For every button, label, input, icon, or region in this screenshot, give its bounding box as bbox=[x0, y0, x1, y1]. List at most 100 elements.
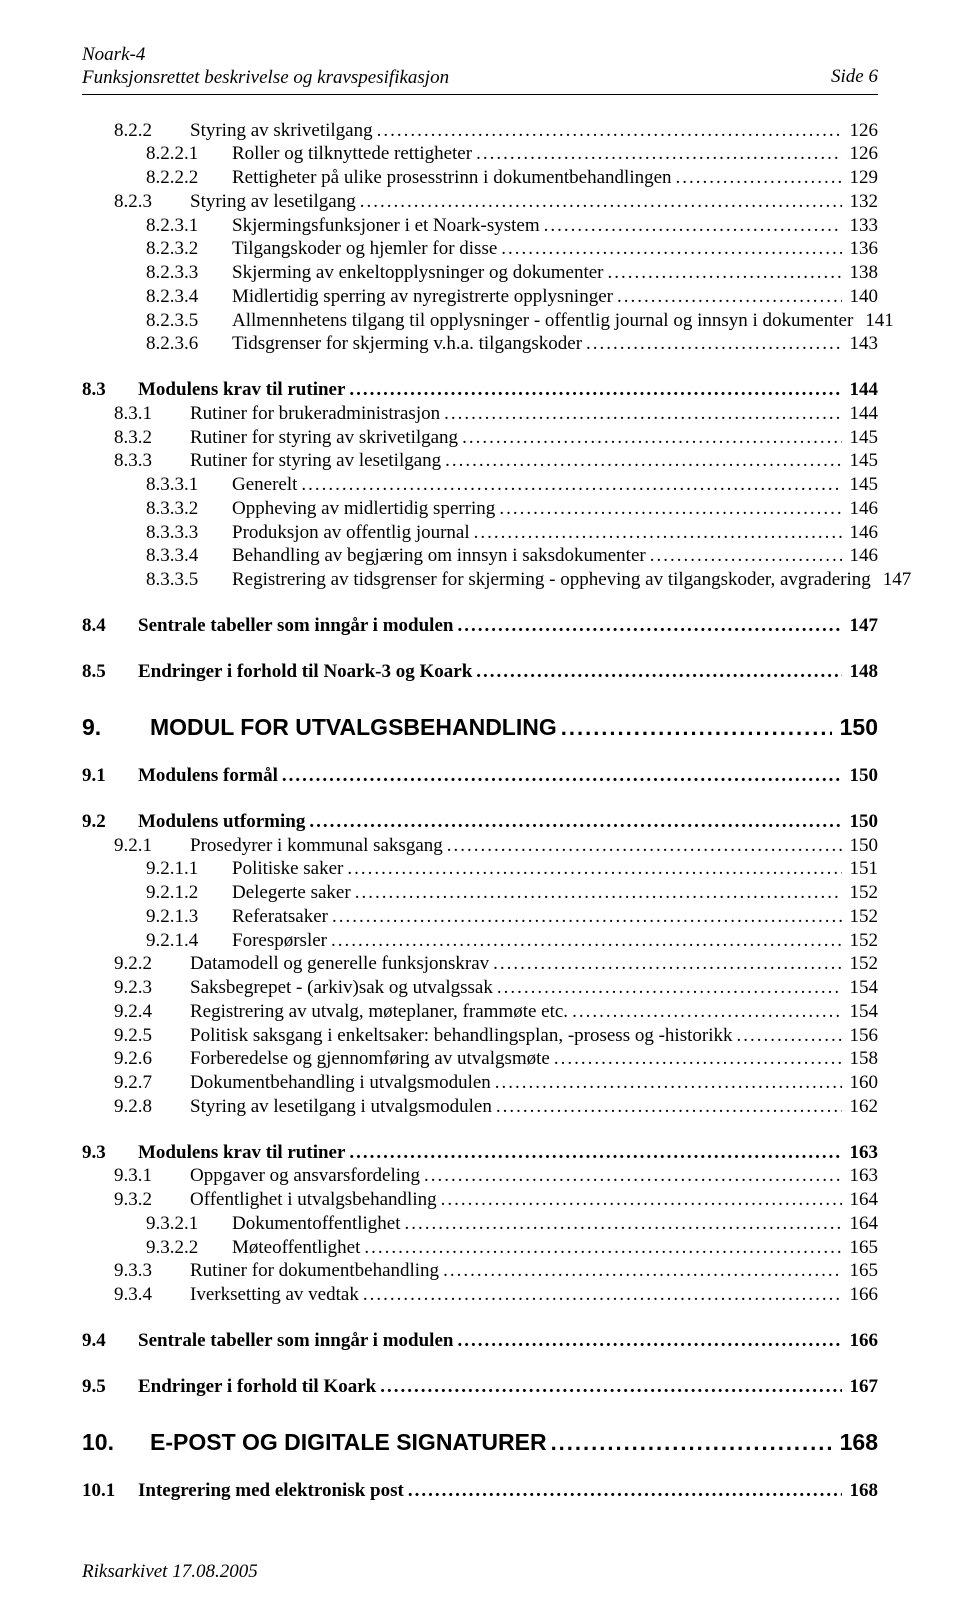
toc-title: Behandling av begjæring om innsyn i saks… bbox=[232, 544, 646, 568]
toc-leader-dots bbox=[377, 119, 842, 143]
toc-entry: 8.3.3.2Oppheving av midlertidig sperring… bbox=[82, 497, 878, 521]
toc-number: 8.2.3.2 bbox=[146, 237, 232, 261]
toc-leader-dots bbox=[462, 426, 841, 450]
toc-title: Forespørsler bbox=[232, 929, 327, 953]
toc-leader-dots bbox=[441, 1188, 842, 1212]
toc-page-number: 166 bbox=[846, 1329, 879, 1353]
toc-leader-dots bbox=[497, 976, 842, 1000]
header-title-2: Funksjonsrettet beskrivelse og kravspesi… bbox=[82, 67, 878, 90]
toc-leader-dots bbox=[476, 660, 841, 684]
toc-page-number: 152 bbox=[846, 952, 879, 976]
toc-number: 9.3.2 bbox=[114, 1188, 190, 1212]
toc-title: Roller og tilknyttede rettigheter bbox=[232, 142, 472, 166]
toc-leader-dots bbox=[561, 713, 832, 742]
toc-leader-dots bbox=[572, 1000, 841, 1024]
toc-title: Referatsaker bbox=[232, 905, 328, 929]
header-page-label: Side 6 bbox=[831, 66, 878, 88]
toc-title: Registrering av tidsgrenser for skjermin… bbox=[232, 568, 871, 592]
toc-number: 9.2.3 bbox=[114, 976, 190, 1000]
toc-entry: 8.2.3.6Tidsgrenser for skjerming v.h.a. … bbox=[82, 332, 878, 356]
toc-leader-dots bbox=[355, 881, 842, 905]
toc-entry: 9.3.2Offentlighet i utvalgsbehandling 164 bbox=[82, 1188, 878, 1212]
toc-page-number: 146 bbox=[846, 544, 879, 568]
toc-leader-dots bbox=[424, 1164, 841, 1188]
toc-number: 8.3.2 bbox=[114, 426, 190, 450]
toc-leader-dots bbox=[457, 1329, 841, 1353]
toc-number: 8.3 bbox=[82, 378, 138, 402]
toc-title: Saksbegrepet - (arkiv)sak og utvalgssak bbox=[190, 976, 493, 1000]
toc-number: 8.2.2.1 bbox=[146, 142, 232, 166]
toc-leader-dots bbox=[501, 237, 841, 261]
toc-title: Tilgangskoder og hjemler for disse bbox=[232, 237, 497, 261]
toc-number: 8.2.3.4 bbox=[146, 285, 232, 309]
toc-page-number: 144 bbox=[846, 378, 879, 402]
toc-page-number: 146 bbox=[846, 521, 879, 545]
toc-title: Endringer i forhold til Koark bbox=[138, 1375, 376, 1399]
toc-title: Skjerming av enkeltopplysninger og dokum… bbox=[232, 261, 603, 285]
toc-entry: 8.5Endringer i forhold til Noark-3 og Ko… bbox=[82, 660, 878, 684]
toc-page-number: 150 bbox=[836, 713, 878, 742]
toc-leader-dots bbox=[554, 1047, 842, 1071]
toc-number: 9.2.1.2 bbox=[146, 881, 232, 905]
toc-leader-dots bbox=[443, 1259, 841, 1283]
toc-number: 9.2.1.3 bbox=[146, 905, 232, 929]
toc-title: Modulens utforming bbox=[138, 810, 305, 834]
toc-number: 9.3.2.1 bbox=[146, 1212, 232, 1236]
toc-title: E-POST OG DIGITALE SIGNATURER bbox=[150, 1428, 547, 1457]
toc-page-number: 145 bbox=[846, 449, 879, 473]
toc-title: Politisk saksgang i enkeltsaker: behandl… bbox=[190, 1024, 732, 1048]
toc-number: 9.2 bbox=[82, 810, 138, 834]
toc-entry: 9.2.1Prosedyrer i kommunal saksgang150 bbox=[82, 834, 878, 858]
toc-page-number: 163 bbox=[846, 1164, 879, 1188]
toc-entry: 8.2.2.2Rettigheter på ulike prosesstrinn… bbox=[82, 166, 878, 190]
toc-title: Midlertidig sperring av nyregistrerte op… bbox=[232, 285, 613, 309]
toc-entry: 8.3.2Rutiner for styring av skrivetilgan… bbox=[82, 426, 878, 450]
toc-title: Delegerte saker bbox=[232, 881, 351, 905]
toc-number: 9.3.3 bbox=[114, 1259, 190, 1283]
toc-leader-dots bbox=[544, 214, 842, 238]
toc-title: Sentrale tabeller som inngår i modulen bbox=[138, 1329, 453, 1353]
toc-page-number: 145 bbox=[846, 426, 879, 450]
toc-title: Iverksetting av vedtak bbox=[190, 1283, 359, 1307]
toc-title: Dokumentoffentlighet bbox=[232, 1212, 401, 1236]
toc-page-number: 163 bbox=[846, 1141, 879, 1165]
toc-number: 8.2.3.1 bbox=[146, 214, 232, 238]
toc-entry: 9.2.2Datamodell og generelle funksjonskr… bbox=[82, 952, 878, 976]
toc-page-number: 164 bbox=[846, 1212, 879, 1236]
toc-entry: 9.4Sentrale tabeller som inngår i module… bbox=[82, 1329, 878, 1353]
toc-number: 8.2.3.5 bbox=[146, 309, 232, 333]
toc-entry: 8.4Sentrale tabeller som inngår i module… bbox=[82, 614, 878, 638]
toc-title: Forberedelse og gjennomføring av utvalgs… bbox=[190, 1047, 550, 1071]
toc-entry: 8.3.3.4Behandling av begjæring om innsyn… bbox=[82, 544, 878, 568]
toc-title: Offentlighet i utvalgsbehandling bbox=[190, 1188, 437, 1212]
toc-page-number: 154 bbox=[846, 976, 879, 1000]
toc-title: Modulens krav til rutiner bbox=[138, 378, 345, 402]
toc-page-number: 143 bbox=[846, 332, 879, 356]
toc-leader-dots bbox=[736, 1024, 841, 1048]
toc-leader-dots bbox=[360, 190, 842, 214]
toc-entry: 8.3.3.3Produksjon av offentlig journal14… bbox=[82, 521, 878, 545]
toc-entry: 9.2.1.1Politiske saker151 bbox=[82, 857, 878, 881]
toc-page-number: 164 bbox=[846, 1188, 879, 1212]
header-rule bbox=[82, 94, 878, 95]
toc-page-number: 150 bbox=[846, 764, 879, 788]
toc-page-number: 162 bbox=[846, 1095, 879, 1119]
toc-page-number: 165 bbox=[846, 1259, 879, 1283]
toc-leader-dots bbox=[447, 834, 842, 858]
toc-page-number: 152 bbox=[846, 905, 879, 929]
toc-leader-dots bbox=[676, 166, 842, 190]
toc-number: 10.1 bbox=[82, 1479, 138, 1503]
toc-page-number: 138 bbox=[846, 261, 879, 285]
toc-number: 8.2.2 bbox=[114, 119, 190, 143]
toc-title: Integrering med elektronisk post bbox=[138, 1479, 404, 1503]
toc-leader-dots bbox=[445, 449, 841, 473]
toc-title: Rutiner for dokumentbehandling bbox=[190, 1259, 439, 1283]
toc-entry: 8.2.3.5Allmennhetens tilgang til opplysn… bbox=[82, 309, 878, 333]
toc-leader-dots bbox=[347, 857, 841, 881]
toc-leader-dots bbox=[607, 261, 841, 285]
toc-number: 8.2.3.6 bbox=[146, 332, 232, 356]
toc-entry: 9.2.3Saksbegrepet - (arkiv)sak og utvalg… bbox=[82, 976, 878, 1000]
toc-number: 9.5 bbox=[82, 1375, 138, 1399]
toc-entry: 8.2.3.3Skjerming av enkeltopplysninger o… bbox=[82, 261, 878, 285]
toc-entry: 9.2.1.3Referatsaker 152 bbox=[82, 905, 878, 929]
